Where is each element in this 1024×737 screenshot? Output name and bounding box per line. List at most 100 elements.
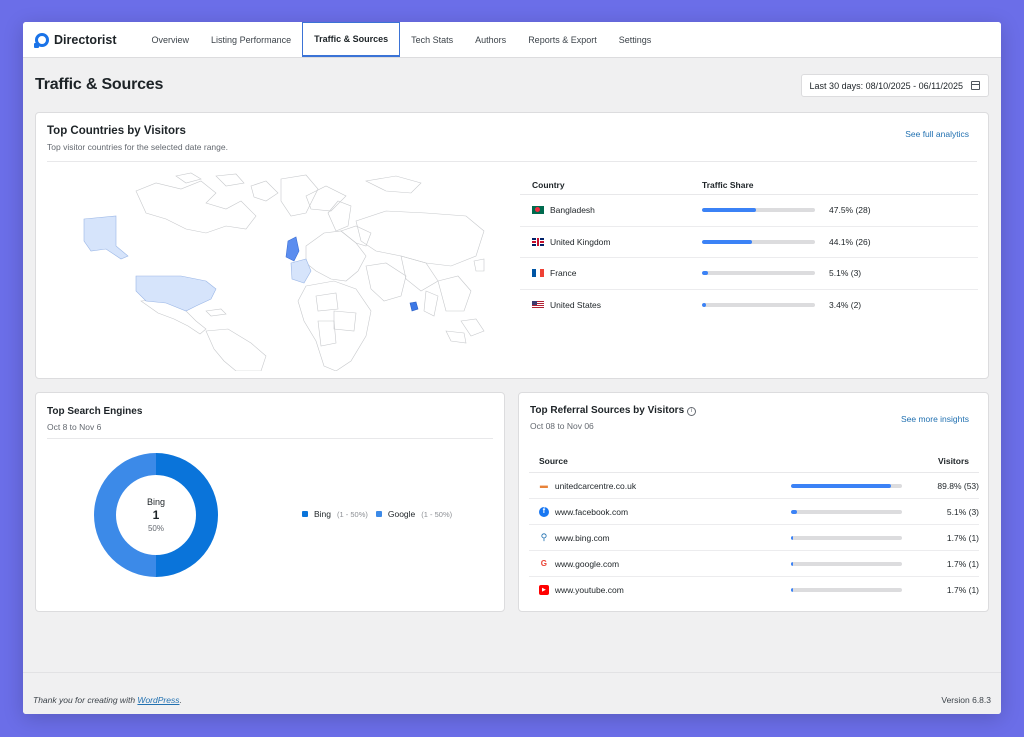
share-bar [702,271,815,276]
visitors-value: 1.7% (1) [946,558,979,569]
brand-name: Directorist [54,32,117,47]
search-engines-title: Top Search Engines [47,406,143,417]
visitors-value: 89.8% (53) [937,480,979,491]
column-source: Source [539,455,568,466]
share-value: 47.5% (28) [829,205,871,216]
tab-tech-stats[interactable]: Tech Stats [411,34,454,45]
table-row: France 5.1% (3) [520,258,978,290]
flag-us-icon [532,301,544,310]
flag-gb-icon [532,237,544,246]
share-bar [702,303,815,308]
tab-authors[interactable]: Authors [475,34,507,45]
countries-subtitle: Top visitor countries for the selected d… [47,142,228,152]
info-icon[interactable]: i [687,407,697,416]
country-name: Bangladesh [550,205,595,216]
footer-thanks: Thank you for creating with WordPress. [33,695,182,705]
share-bar [702,239,815,244]
tab-settings[interactable]: Settings [618,34,652,45]
legend-meta: (1 - 50%) [337,509,368,519]
unitedcarcentre-icon: ▬ [539,481,548,490]
source-name[interactable]: www.google.com [554,558,620,569]
referral-table-header: Source Visitors [529,449,979,473]
directorist-logo-icon [34,32,49,48]
countries-table: Country Traffic Share Bangladesh 47.5% (2… [520,175,978,321]
search-engines-subtitle: Oct 8 to Nov 6 [47,422,102,432]
top-navigation: Directorist Overview Listing Performance… [23,22,1001,58]
share-bar [702,208,815,213]
table-row: United States 3.4% (2) [520,290,978,322]
top-search-engines-card: Top Search Engines Oct 8 to Nov 6 Bing 1… [35,392,505,612]
world-map [83,172,485,371]
share-cell: 44.1% (26) [702,237,978,247]
date-range-picker[interactable]: Last 30 days: 08/10/2025 - 06/11/2025 [800,74,989,97]
referral-title: Top Referral Sources by Visitors i [530,405,697,416]
legend-label: Google [387,509,416,519]
visitors-bar-fill [791,509,797,514]
referral-subtitle: Oct 08 to Nov 06 [530,421,594,431]
bing-search-icon: ⚲ [540,532,548,542]
tab-traffic-sources[interactable]: Traffic & Sources [302,22,401,57]
google-icon: G [540,559,548,568]
tab-listing-performance[interactable]: Listing Performance [211,34,292,45]
table-row: f www.facebook.com 5.1% (3) [529,499,979,525]
see-more-insights-link[interactable]: See more insights [900,414,969,424]
visitors-bar-fill [791,483,891,488]
legend-meta: (1 - 50%) [421,509,453,519]
visitors-bar-fill [791,561,793,566]
donut-slice-bing[interactable] [156,453,218,577]
card-divider [47,161,977,162]
share-value: 44.1% (26) [829,236,871,247]
legend-label: Bing [314,509,332,519]
column-traffic-share: Traffic Share [702,179,754,190]
legend-item-bing[interactable]: Bing (1 - 50%) [302,509,368,519]
calendar-icon [971,81,980,90]
share-value: 5.1% (3) [829,268,862,279]
share-cell: 5.1% (3) [702,268,978,278]
visitors-bar-fill [791,535,793,540]
visitors-bar [791,535,903,540]
donut-slice-google[interactable] [94,453,156,577]
donut-center-name: Bing [146,497,165,507]
visitors-value: 5.1% (3) [946,506,979,517]
donut-center-percent: 50% [147,524,164,533]
brand[interactable]: Directorist [34,22,117,57]
share-bar-fill [702,208,756,213]
date-range-label: Last 30 days: 08/10/2025 - 06/11/2025 [809,80,963,91]
visitors-bar-fill [791,588,793,592]
tab-overview[interactable]: Overview [151,34,190,45]
table-row: Bangladesh 47.5% (28) [520,195,978,227]
legend-item-google[interactable]: Google (1 - 50%) [375,509,453,519]
flag-fr-icon [532,269,544,278]
source-name[interactable]: www.youtube.com [554,585,624,595]
visitors-value: 1.7% (1) [946,585,979,595]
source-name[interactable]: unitedcarcentre.co.uk [554,480,637,491]
footer-version: Version 6.8.3 [941,695,991,705]
country-cell: United Kingdom [520,237,702,247]
table-row: United Kingdom 44.1% (26) [520,227,978,258]
share-cell: 3.4% (2) [702,300,978,310]
facebook-icon: f [539,506,549,517]
see-full-analytics-link[interactable]: See full analytics [905,129,969,139]
wordpress-link[interactable]: WordPress [137,695,180,705]
table-row: ▬ unitedcarcentre.co.uk 89.8% (53) [529,473,979,499]
referral-table: Source Visitors ▬ unitedcarcentre.co.uk 89… [529,449,979,603]
source-name[interactable]: www.bing.com [554,532,610,543]
tab-reports-export[interactable]: Reports & Export [528,34,597,45]
top-countries-card: Top Countries by Visitors Top visitor co… [35,112,989,379]
country-name: France [550,268,577,279]
countries-title: Top Countries by Visitors [47,125,186,137]
page-title: Traffic & Sources [35,76,164,93]
country-cell: France [520,268,702,278]
share-bar-fill [702,303,706,308]
card-divider [47,438,493,439]
share-cell: 47.5% (28) [702,205,978,215]
flag-bd-icon [532,206,544,215]
search-engines-legend: Bing (1 - 50%) Google (1 - 50%) [302,509,452,519]
source-name[interactable]: www.facebook.com [554,506,629,517]
visitors-bar [791,561,903,566]
footer-thanks-prefix: Thank you for creating with [33,695,138,705]
country-name: United Kingdom [550,236,611,247]
visitors-bar [791,588,903,592]
country-cell: Bangladesh [520,205,702,215]
